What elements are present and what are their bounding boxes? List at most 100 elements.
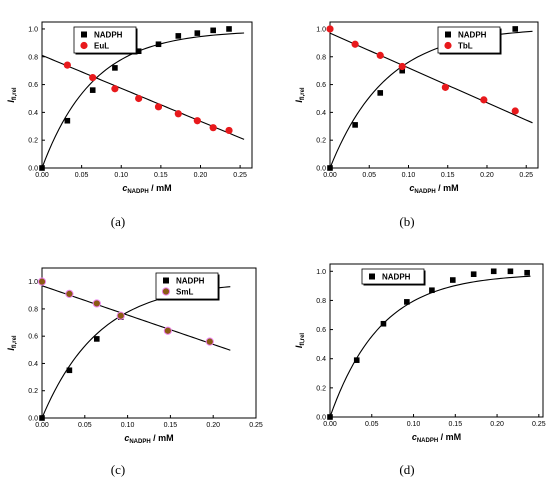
x-axis-label: cNADPH / mM [124, 433, 173, 445]
legend-label: NADPH [382, 273, 411, 282]
data-point-nadph [327, 165, 333, 171]
x-axis-label: cNADPH / mM [409, 183, 458, 195]
legend-label: NADPH [176, 277, 205, 286]
fit-curve-tbl [329, 32, 533, 124]
panel-c: 0.00 0.05 0.10 0.15 0.20 0.25 0.0 0.2 0.4 0.6 0.8 1… [6, 267, 263, 477]
data-point-nadph [524, 269, 530, 276]
data-point-nadph [93, 336, 100, 342]
data-point-tbl [351, 40, 359, 48]
legend-marker [445, 31, 451, 38]
x-axis-label-c: c [412, 432, 417, 442]
x-tick-label: 0.15 [441, 172, 455, 179]
y-axis-label-sub: fl,rel [12, 335, 18, 348]
legend-label: NADPH [458, 31, 487, 40]
x-tick-label: 0.20 [490, 421, 504, 428]
data-point-nadph [490, 268, 497, 275]
x-axis-label-sub: NADPH [417, 438, 438, 444]
data-point-eul [154, 103, 163, 111]
x-axis-label-sub: NADPH [129, 439, 150, 445]
data-point-tbl [376, 51, 384, 59]
legend-label: EuL [94, 42, 109, 51]
y-axis-label: Ifl,rel [6, 87, 18, 103]
y-axis-label: Ifl,rel [294, 333, 306, 349]
x-axis-label-unit: / mM [151, 433, 174, 443]
data-point-nadph [64, 117, 71, 124]
x-tick-label: 0.05 [75, 172, 89, 179]
y-axis-label-main: I [6, 100, 16, 103]
data-point-tbl [441, 83, 449, 91]
panel-caption: (c) [111, 462, 125, 477]
plot-frame [41, 267, 257, 419]
y-tick-label: 0.8 [28, 54, 38, 61]
y-tick-label: 0.2 [28, 138, 38, 145]
panel-a: 0.00 0.05 0.10 0.15 0.20 0.25 0.0 0.2 0.4 0.6 0.8 1… [6, 21, 253, 229]
fit-curve-nadph [329, 30, 533, 169]
y-tick-label: 0.4 [316, 110, 326, 117]
y-axis-label-sub: fl,rel [300, 87, 306, 100]
x-axis-label-sub: NADPH [127, 189, 148, 195]
data-point-sml [37, 277, 47, 286]
x-axis-label-c: c [124, 433, 129, 443]
y-tick-label: 0.4 [316, 356, 326, 363]
x-tick-label: 0.25 [249, 422, 263, 429]
fit-curve-sml [41, 285, 231, 351]
legend: NADPH [361, 268, 426, 286]
data-point-nadph [429, 287, 435, 294]
x-tick-label: 0.05 [78, 422, 92, 429]
y-tick-label: 0.6 [28, 334, 38, 341]
data-point-nadph [352, 122, 358, 128]
x-axis-label-unit: / mM [436, 183, 459, 193]
data-point-eul [209, 124, 217, 132]
data-point-nadph [470, 271, 477, 277]
y-tick-label: 0.0 [316, 166, 326, 173]
data-point-eul [193, 117, 201, 125]
y-axis-label: Ifl,rel [294, 87, 306, 103]
x-tick-label: 0.00 [35, 422, 49, 429]
data-point-eul [225, 126, 233, 135]
x-tick-label: 0.00 [35, 172, 49, 179]
legend: NADPH TbL [437, 26, 502, 55]
data-point-nadph [353, 357, 360, 363]
panel-caption: (d) [399, 462, 414, 477]
y-tick-label: 0.4 [28, 361, 38, 368]
x-tick-label: 0.25 [233, 172, 247, 179]
data-point-nadph [175, 33, 182, 39]
x-tick-label: 0.05 [365, 421, 379, 428]
data-point-nadph [449, 277, 456, 283]
y-tick-label: 0.6 [316, 327, 326, 334]
y-tick-label: 1.0 [316, 26, 326, 33]
data-point-nadph [66, 367, 73, 374]
y-axis-label-main: I [6, 348, 16, 351]
x-axis-label-unit: / mM [149, 183, 172, 193]
data-point-sml [65, 289, 74, 299]
data-point-sml [92, 299, 101, 308]
y-tick-label: 0.8 [316, 298, 326, 305]
data-point-nadph [399, 67, 406, 74]
plot-frame [329, 263, 544, 418]
x-tick-label: 0.10 [114, 172, 128, 179]
data-point-eul [174, 110, 182, 118]
data-point-nadph [194, 30, 201, 36]
legend-marker [161, 287, 171, 296]
data-point-nadph [112, 65, 118, 71]
legend-marker [163, 277, 169, 284]
panel-caption: (a) [111, 214, 125, 229]
y-axis-label-main: I [294, 100, 304, 103]
legend-marker [444, 41, 452, 50]
y-tick-label: 0.2 [316, 385, 326, 392]
fit-curve-nadph [41, 286, 231, 419]
y-tick-label: 0.0 [28, 416, 38, 423]
y-axis-label: Ifl,rel [6, 335, 18, 351]
x-tick-label: 0.05 [362, 172, 376, 179]
legend-marker [81, 31, 87, 38]
data-point-nadph [512, 26, 519, 32]
data-point-nadph [39, 415, 45, 421]
plot-frame [329, 21, 539, 169]
y-tick-label: 1.0 [28, 26, 38, 33]
panel-b: 0.00 0.05 0.10 0.15 0.20 0.25 0.0 0.2 0.4 0.6 0.8 1… [294, 21, 539, 229]
legend-label: TbL [458, 42, 473, 51]
data-point-nadph [507, 268, 514, 275]
data-point-nadph [210, 27, 216, 34]
data-point-sml [116, 311, 125, 320]
data-point-tbl [398, 62, 406, 71]
